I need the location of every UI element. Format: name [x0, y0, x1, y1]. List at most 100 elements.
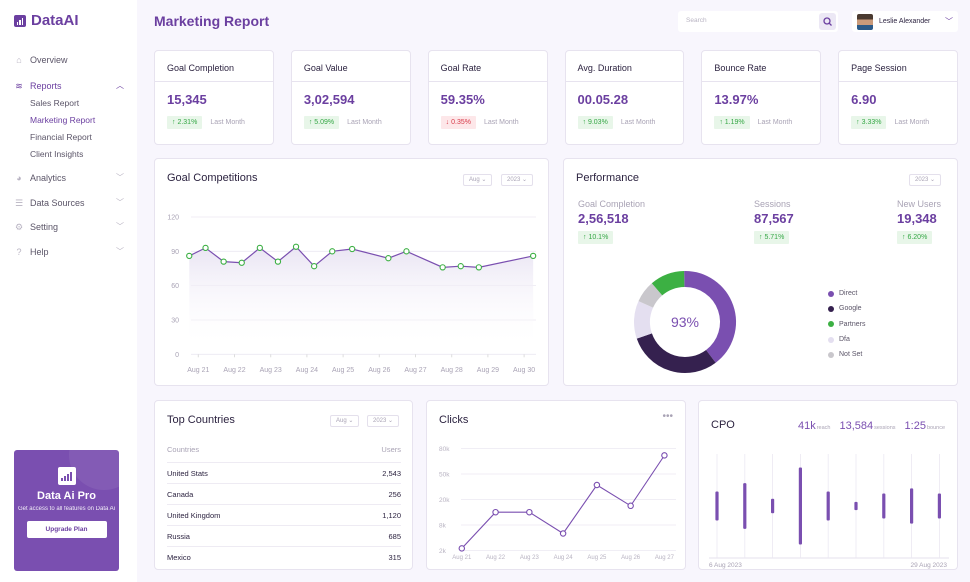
- sidebar-sub-marketing-report[interactable]: Marketing Report: [30, 115, 96, 125]
- sidebar-sub-sales-report[interactable]: Sales Report: [30, 98, 80, 108]
- nav-label: Data Sources: [30, 197, 85, 208]
- legend-item[interactable]: Google: [828, 301, 865, 316]
- change-value: 5.09%: [314, 119, 335, 126]
- x-tick-label: Aug 28: [441, 367, 463, 374]
- legend-item[interactable]: Not Set: [828, 347, 865, 362]
- home-icon: ⌂: [16, 55, 22, 65]
- sidebar-item-setting[interactable]: ⚙ Setting ﹀: [14, 221, 124, 232]
- change-badge: ↑ 9.03%: [577, 116, 613, 129]
- search-button[interactable]: [819, 13, 836, 30]
- nav-label: Overview: [30, 55, 68, 65]
- table-row[interactable]: United Kingdom 1,120: [167, 505, 401, 526]
- year-select[interactable]: 2023 ⌄: [501, 174, 534, 186]
- y-tick-label: 0: [175, 352, 179, 359]
- table-row[interactable]: Canada 256: [167, 484, 401, 505]
- x-tick-label: Aug 22: [486, 555, 506, 561]
- cpo-stats: 41kreach 13,584sessions 1:25bounce: [798, 420, 945, 432]
- change-value: 10.1%: [588, 234, 609, 241]
- sidebar-item-data-sources[interactable]: ☰ Data Sources ﹀: [14, 197, 124, 208]
- traffic-donut-chart: 93%: [634, 271, 736, 373]
- year-select[interactable]: 2023 ⌄: [367, 415, 400, 427]
- stat-sessions: 13,584sessions: [839, 420, 895, 432]
- month-select[interactable]: Aug ⌄: [330, 415, 360, 427]
- promo-text: Get access to all features on Data Ai: [17, 506, 116, 512]
- legend-label: Google: [839, 305, 862, 313]
- search-input[interactable]: Search: [678, 11, 838, 32]
- legend-swatch: [828, 305, 834, 312]
- sidebar-item-help[interactable]: ? Help ﹀: [14, 246, 124, 257]
- y-tick-label: 60: [171, 283, 179, 290]
- start-date-label: 6 Aug 2023: [709, 562, 742, 569]
- change-badge: ↑ 5.09%: [303, 116, 340, 129]
- data-point: [310, 263, 318, 270]
- table-row[interactable]: Mexico 315: [167, 547, 401, 568]
- sidebar-item-reports[interactable]: ≋ Reports ︿: [14, 80, 124, 91]
- stat-value: 13,584: [839, 420, 874, 432]
- change-badge: ↓ 0.35%: [440, 116, 476, 129]
- database-icon: ☰: [14, 197, 24, 208]
- nav-label: Help: [30, 246, 49, 257]
- period-label: Last Month: [620, 119, 656, 126]
- select-value: 2023: [915, 177, 929, 183]
- search-icon: [823, 17, 832, 26]
- nav-label: Reports: [30, 80, 62, 91]
- select-value: 2023: [373, 418, 387, 424]
- country-name: Mexico: [167, 553, 191, 562]
- range-bar: [882, 493, 886, 519]
- table-row[interactable]: United Stats 2,543: [167, 463, 401, 484]
- search-placeholder: Search: [686, 17, 707, 24]
- user-menu[interactable]: Leslie Alexander ﹀: [852, 11, 958, 32]
- clicks-line-chart: 2k 8k 20k 50k 80k Aug 21 Aug 22 Aug 23 Aug 24 Aug…: [439, 446, 676, 561]
- change-badge: ↑ 1.19%: [714, 116, 750, 129]
- sidebar-sub-client-insights[interactable]: Client Insights: [30, 149, 84, 159]
- range-bar: [771, 498, 775, 514]
- donut-legend: Direct Google Partners Dfa Not Set: [828, 286, 865, 362]
- change-badge: ↑ 10.1%: [578, 231, 614, 244]
- kpi-value: 3,02,594: [303, 92, 355, 107]
- kpi-card: Goal Rate 59.35% ↓ 0.35% Last Month: [427, 50, 548, 145]
- donut-center-label: 93%: [671, 314, 699, 330]
- sidebar-item-overview[interactable]: ⌂ Overview: [14, 55, 124, 65]
- user-count: 256: [388, 489, 401, 499]
- country-name: Russia: [167, 531, 190, 541]
- y-tick-label: 120: [167, 215, 179, 222]
- top-countries-card: Top Countries Aug ⌄ 2023 ⌄ Countries User…: [154, 400, 413, 570]
- kpi-cards: Goal Completion 15,345 ↑ 2.31% Last Month Go…: [154, 50, 958, 145]
- legend-item[interactable]: Dfa: [828, 332, 865, 347]
- logo[interactable]: DataAI: [14, 12, 79, 29]
- kpi-card: Page Session 6.90 ↑ 3.33% Last Month: [838, 50, 958, 145]
- year-select[interactable]: 2023 ⌄: [909, 174, 942, 186]
- x-tick-label: Aug 24: [296, 367, 318, 374]
- x-tick-label: Aug 25: [587, 555, 607, 561]
- legend-swatch: [828, 351, 834, 358]
- stat-label: sessions: [874, 425, 896, 431]
- stat-value: 1:25: [904, 420, 926, 432]
- donut-slice-direct: [683, 271, 736, 363]
- nav-label: Analytics: [30, 172, 67, 183]
- x-tick-label: Aug 29: [477, 367, 499, 374]
- select-value: Aug: [469, 177, 480, 183]
- sidebar-sub-financial-report[interactable]: Financial Report: [30, 132, 92, 142]
- legend-item[interactable]: Direct: [828, 286, 865, 301]
- table-row[interactable]: Russia 685: [167, 526, 401, 547]
- range-bar: [743, 483, 747, 529]
- y-tick-label: 8k: [439, 523, 447, 530]
- card-title: Goal Competitions: [167, 172, 258, 184]
- sidebar-item-analytics[interactable]: ◕ Analytics ﹀: [14, 172, 124, 183]
- data-point: [256, 244, 263, 252]
- period-label: Last Month: [347, 119, 382, 126]
- month-select[interactable]: Aug ⌄: [463, 174, 493, 186]
- chart-logo-icon: [57, 467, 76, 485]
- metric-value: 19,348: [897, 211, 937, 226]
- stat-bounce: 1:25bounce: [905, 420, 945, 432]
- donut-slice-google: [636, 332, 716, 373]
- legend-item[interactable]: Partners: [828, 317, 865, 332]
- upgrade-plan-button[interactable]: Upgrade Plan: [26, 520, 107, 538]
- chevron-up-icon: ︿: [116, 81, 124, 90]
- more-options-icon[interactable]: •••: [662, 411, 673, 422]
- countries-table: Countries Users United Stats 2,543 Canada 256…: [167, 445, 401, 568]
- x-tick-label: Aug 23: [260, 367, 282, 374]
- end-date-label: 29 Aug 2023: [910, 562, 947, 569]
- stat-label: reach: [816, 425, 831, 431]
- kpi-label: Avg. Duration: [565, 51, 684, 82]
